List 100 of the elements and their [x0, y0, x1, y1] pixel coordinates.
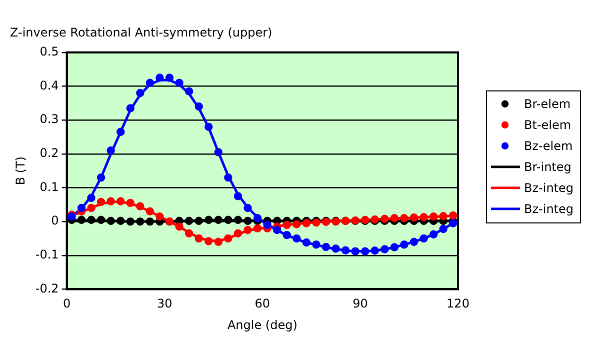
legend-label: Bz-elem	[524, 139, 573, 154]
point	[234, 216, 242, 224]
point	[175, 222, 184, 231]
x-tick-label: 90	[352, 296, 368, 311]
point	[429, 230, 438, 238]
point	[312, 240, 320, 249]
point	[410, 238, 418, 246]
point	[146, 78, 154, 87]
point	[106, 146, 115, 155]
point	[234, 192, 242, 200]
point	[194, 102, 203, 111]
point	[126, 217, 134, 226]
point	[136, 217, 144, 226]
y-tick-label: 0	[51, 214, 59, 228]
point	[370, 246, 379, 255]
point	[302, 219, 311, 228]
point	[136, 88, 144, 98]
legend-label: Br-integ	[524, 160, 572, 174]
x-axis-title: Angle (deg)	[227, 318, 298, 332]
point	[244, 216, 252, 225]
point	[253, 224, 262, 232]
point	[146, 207, 154, 216]
x-tick-label: 30	[156, 296, 172, 311]
point	[449, 211, 458, 220]
point	[116, 128, 125, 136]
point	[156, 74, 164, 82]
y-tick-label: 0.4	[40, 78, 59, 92]
y-axis-title: B (T)	[13, 156, 28, 186]
point	[194, 234, 203, 243]
point	[400, 214, 408, 222]
point	[146, 217, 154, 226]
point	[420, 234, 428, 243]
point	[224, 216, 232, 224]
point	[341, 246, 350, 254]
point	[282, 220, 291, 230]
point	[390, 243, 399, 252]
y-tick-label: 0.1	[40, 180, 59, 194]
point	[214, 216, 222, 224]
point	[322, 242, 330, 252]
legend-label: Bt-elem	[524, 118, 572, 132]
point	[77, 204, 86, 212]
point	[96, 216, 106, 224]
point	[184, 87, 194, 96]
y-tick-label: -0.2	[35, 281, 59, 296]
point	[116, 197, 125, 206]
point	[204, 216, 213, 224]
legend-label: Br-elem	[524, 97, 571, 112]
point	[253, 214, 262, 222]
point	[332, 244, 340, 253]
point	[292, 234, 301, 243]
point	[360, 247, 370, 256]
chart-title: Z-inverse Rotational Anti-symmetry (upper)	[10, 25, 272, 40]
point	[204, 237, 213, 246]
legend-label: Bz-integ	[524, 202, 574, 216]
point	[429, 212, 438, 221]
point	[96, 198, 106, 206]
point	[263, 220, 272, 230]
point	[214, 238, 222, 246]
point	[439, 212, 448, 220]
point	[449, 219, 458, 228]
point	[272, 226, 282, 234]
point	[126, 104, 134, 112]
point	[165, 74, 174, 82]
point	[439, 224, 448, 234]
point	[410, 213, 418, 222]
point	[224, 173, 232, 182]
point	[106, 216, 115, 225]
point	[126, 198, 134, 208]
point	[390, 214, 399, 222]
x-tick-label: 60	[254, 296, 270, 311]
point	[234, 229, 242, 238]
x-tick-label: 0	[62, 296, 71, 311]
point	[184, 216, 194, 225]
point	[244, 226, 252, 234]
point	[292, 220, 301, 228]
point	[351, 247, 360, 256]
point	[184, 229, 194, 238]
x-tick-label: 120	[446, 296, 470, 311]
point	[400, 240, 408, 249]
legend-label: Bz-integ	[524, 181, 574, 196]
point	[204, 122, 213, 131]
point	[87, 194, 96, 202]
point	[282, 230, 291, 240]
point	[224, 234, 232, 243]
point	[244, 204, 252, 212]
point	[87, 204, 96, 212]
y-tick-label: 0.3	[40, 112, 59, 126]
y-tick-label: 0.5	[40, 44, 59, 59]
point	[380, 245, 389, 254]
point	[136, 202, 144, 210]
point	[156, 212, 164, 221]
y-tick-label: 0.2	[40, 146, 59, 160]
point	[194, 216, 203, 225]
point	[302, 238, 311, 247]
point	[420, 213, 428, 222]
point	[175, 78, 184, 87]
point	[116, 216, 125, 225]
point	[96, 173, 106, 182]
point	[77, 216, 86, 224]
y-tick-label: -0.1	[35, 247, 59, 262]
